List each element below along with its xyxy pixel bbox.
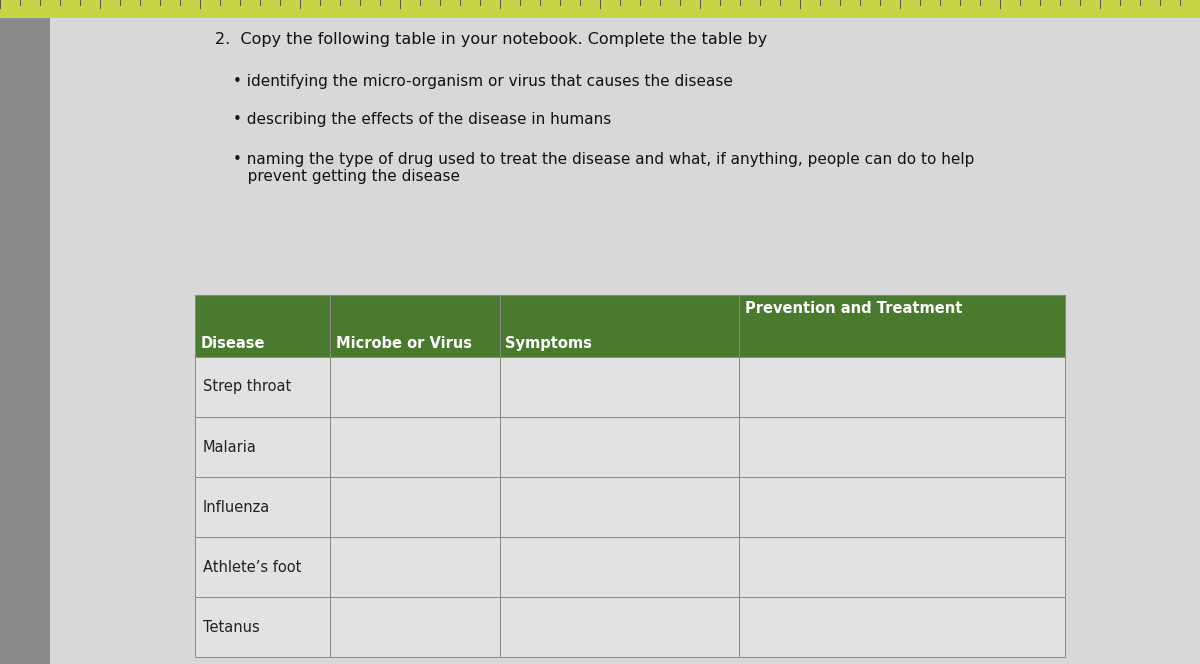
FancyBboxPatch shape [330, 477, 499, 537]
Text: Microbe or Virus: Microbe or Virus [336, 336, 472, 351]
Text: • naming the type of drug used to treat the disease and what, if anything, peopl: • naming the type of drug used to treat … [233, 152, 974, 185]
Text: • describing the effects of the disease in humans: • describing the effects of the disease … [233, 112, 611, 127]
FancyBboxPatch shape [739, 295, 1066, 357]
FancyBboxPatch shape [50, 18, 1200, 664]
FancyBboxPatch shape [194, 597, 330, 657]
FancyBboxPatch shape [330, 295, 499, 357]
Text: Prevention and Treatment: Prevention and Treatment [745, 301, 962, 316]
FancyBboxPatch shape [739, 537, 1066, 597]
FancyBboxPatch shape [739, 417, 1066, 477]
Text: Disease: Disease [202, 336, 265, 351]
Text: 2.  Copy the following table in your notebook. Complete the table by: 2. Copy the following table in your note… [215, 32, 767, 47]
FancyBboxPatch shape [330, 597, 499, 657]
FancyBboxPatch shape [194, 537, 330, 597]
Text: Athlete’s foot: Athlete’s foot [203, 560, 301, 574]
Text: Symptoms: Symptoms [505, 336, 593, 351]
FancyBboxPatch shape [499, 417, 739, 477]
FancyBboxPatch shape [499, 537, 739, 597]
FancyBboxPatch shape [194, 417, 330, 477]
FancyBboxPatch shape [739, 597, 1066, 657]
FancyBboxPatch shape [739, 477, 1066, 537]
FancyBboxPatch shape [499, 357, 739, 417]
Text: Malaria: Malaria [203, 440, 257, 454]
FancyBboxPatch shape [0, 0, 50, 664]
Text: • identifying the micro-organism or virus that causes the disease: • identifying the micro-organism or viru… [233, 74, 733, 89]
Text: Strep throat: Strep throat [203, 380, 292, 394]
FancyBboxPatch shape [739, 357, 1066, 417]
FancyBboxPatch shape [330, 537, 499, 597]
FancyBboxPatch shape [499, 597, 739, 657]
FancyBboxPatch shape [499, 477, 739, 537]
FancyBboxPatch shape [330, 417, 499, 477]
FancyBboxPatch shape [194, 295, 330, 357]
FancyBboxPatch shape [0, 0, 1200, 18]
FancyBboxPatch shape [194, 477, 330, 537]
FancyBboxPatch shape [499, 295, 739, 357]
Text: Influenza: Influenza [203, 499, 270, 515]
FancyBboxPatch shape [194, 357, 330, 417]
Text: Tetanus: Tetanus [203, 620, 259, 635]
FancyBboxPatch shape [330, 357, 499, 417]
